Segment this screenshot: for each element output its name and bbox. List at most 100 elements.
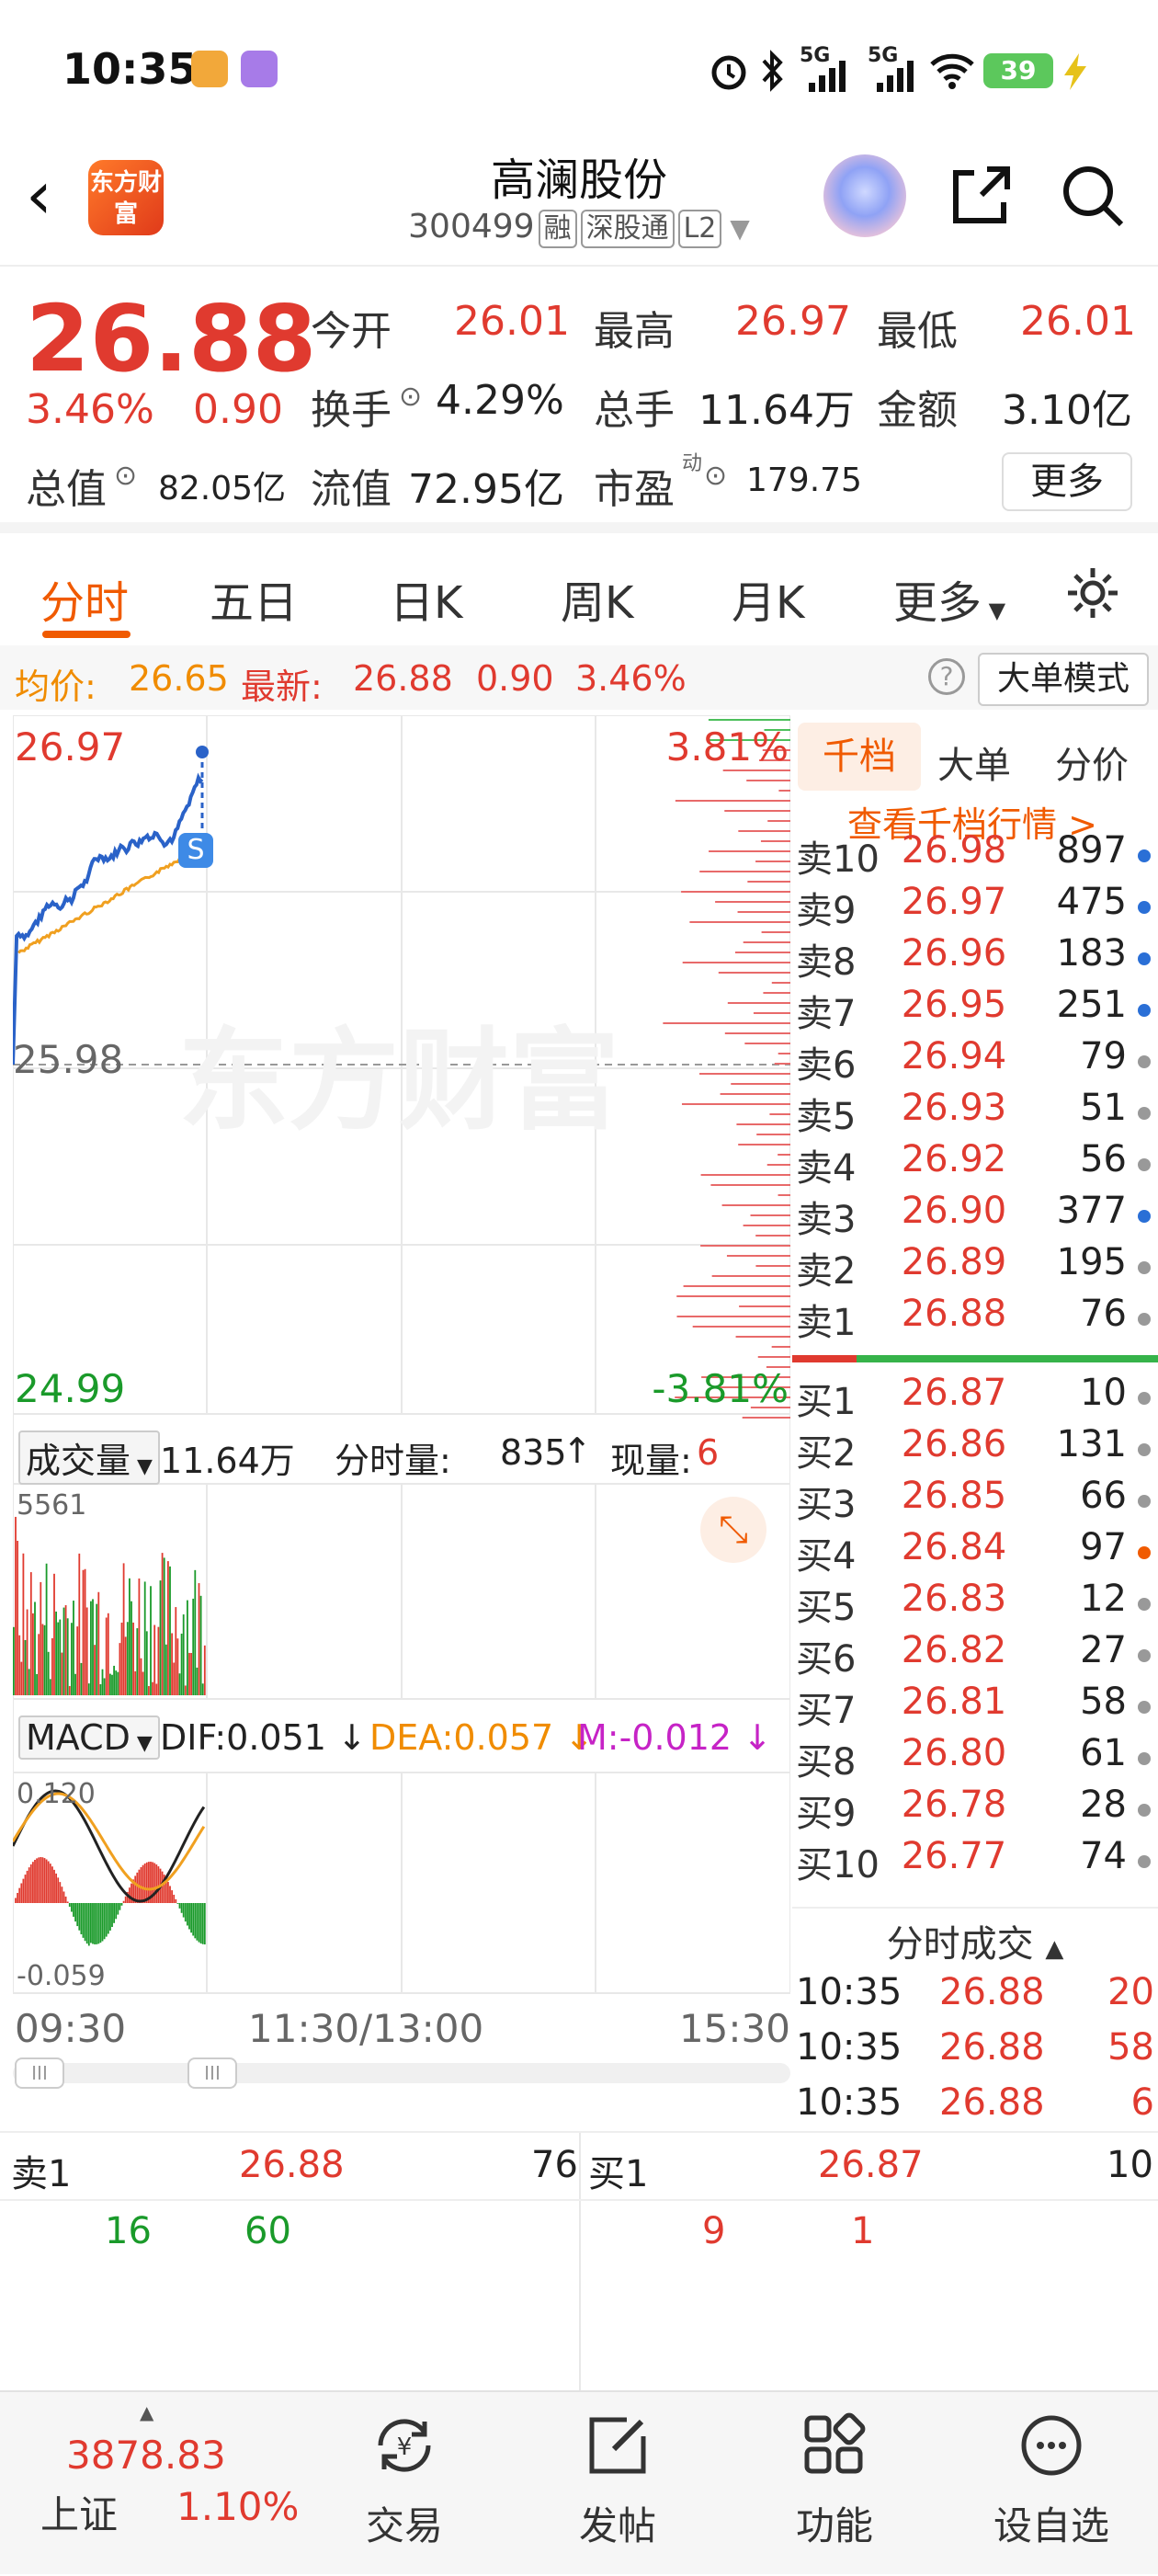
buy-volume: 27 [1080, 1629, 1127, 1671]
signal-icon: 5G [800, 44, 831, 67]
tab-thousand-level[interactable]: 千档 [798, 723, 921, 791]
buy-row[interactable]: 买2 26.86 131 [792, 1423, 1158, 1475]
level-buy1-volume: 10 [1107, 2144, 1153, 2186]
buy-row[interactable]: 买10 26.77 74 [792, 1835, 1158, 1886]
sell-row[interactable]: 卖9 26.97 475 [792, 881, 1158, 932]
tab-five-day[interactable]: 五日 [210, 577, 299, 629]
sell-row[interactable]: 卖8 26.96 183 [792, 932, 1158, 984]
stock-code-row[interactable]: 300499 融深股通 L2 ▼ [0, 208, 1158, 248]
expand-icon[interactable]: ⤡ [700, 1497, 766, 1563]
tab-daily-k[interactable]: 日K [390, 577, 463, 629]
buy-row[interactable]: 买6 26.82 27 [792, 1629, 1158, 1681]
intraday-chart[interactable]: S 东方财富 26.97 3.81% 25.98 24.99 -3.81% 成交… [11, 714, 791, 2103]
volume-selector[interactable]: 成交量 ▼ [18, 1430, 160, 1485]
volume-bar [140, 1658, 142, 1695]
info-icon[interactable]: ⊙ [114, 460, 138, 492]
sell-dot [1138, 1261, 1151, 1274]
macd-bar [163, 1875, 165, 1903]
depth-bar [755, 1235, 790, 1237]
time-scrollbar[interactable] [13, 2063, 790, 2083]
macd-bar [66, 1901, 69, 1903]
trade-price: 26.88 [939, 1971, 1045, 2013]
volume-bar [57, 1622, 60, 1695]
tag-l2: L2 [677, 210, 722, 248]
tab-monthly-k[interactable]: 月K [732, 577, 805, 629]
share-icon[interactable] [947, 160, 1016, 230]
volume-bar [126, 1622, 129, 1695]
depth-bar [755, 1265, 790, 1267]
sell-volume: 183 [1056, 932, 1127, 975]
nav-function[interactable]: 功能 [779, 2392, 890, 2576]
scroll-handle-right[interactable]: III [187, 2057, 237, 2089]
nav-trade[interactable]: ¥ 交易 [349, 2392, 460, 2576]
current-volume-value: 6 [697, 1432, 720, 1473]
level-buy-queue-1: 9 [702, 2210, 726, 2252]
sell-row[interactable]: 卖2 26.89 195 [792, 1241, 1158, 1293]
s-marker[interactable]: S [178, 833, 213, 868]
buy-row[interactable]: 买3 26.85 66 [792, 1475, 1158, 1526]
level-sell1-price: 26.88 [239, 2144, 345, 2186]
sell-row[interactable]: 卖7 26.95 251 [792, 984, 1158, 1035]
tab-more[interactable]: 更多 ▼ [893, 577, 1006, 629]
search-icon[interactable] [1057, 160, 1127, 230]
macd-bar [119, 1903, 121, 1910]
macd-bar [167, 1882, 169, 1903]
sell-row[interactable]: 卖5 26.93 51 [792, 1087, 1158, 1138]
macd-selector[interactable]: MACD ▼ [18, 1715, 160, 1760]
tab-price-distribution[interactable]: 分价 [1055, 745, 1129, 787]
big-order-mode-button[interactable]: 大单模式 [978, 653, 1149, 706]
macd-bar [109, 1903, 111, 1931]
buy-row[interactable]: 买8 26.80 61 [792, 1732, 1158, 1784]
volume-bar [68, 1685, 71, 1695]
nav-post-label: 发帖 [578, 2503, 656, 2548]
depth-bar [681, 1103, 790, 1105]
index-ticker[interactable]: ▲ 3878.83 上证 1.10% [0, 2392, 303, 2576]
macd-bar [101, 1903, 104, 1942]
depth-bar [724, 1032, 790, 1034]
assistant-robot-icon[interactable] [823, 154, 906, 237]
volume-bar [15, 1516, 17, 1695]
trades-header[interactable]: 分时成交 ▲ [886, 1923, 1064, 1966]
macd-top: 0.120 [17, 1778, 96, 1810]
volume-bar [122, 1563, 125, 1695]
sell-row[interactable]: 卖10 26.98 897 [792, 829, 1158, 881]
buy-volume: 10 [1080, 1372, 1127, 1414]
info-icon[interactable]: ⊙ [399, 381, 423, 413]
chevron-down-icon[interactable]: ▼ [721, 213, 750, 244]
sell-row[interactable]: 卖1 26.88 76 [792, 1293, 1158, 1344]
volume-value: 11.64万 [698, 387, 855, 434]
help-icon[interactable]: ? [928, 658, 965, 695]
trade-volume: 6 [1130, 2081, 1154, 2124]
more-quote-button[interactable]: 更多 [1002, 452, 1132, 511]
sell-row[interactable]: 卖6 26.94 79 [792, 1035, 1158, 1087]
sell-row[interactable]: 卖3 26.90 377 [792, 1190, 1158, 1241]
volume-bar [117, 1671, 119, 1695]
tab-big-order[interactable]: 大单 [937, 745, 1011, 787]
buy-dot [1138, 1804, 1151, 1817]
depth-bar [706, 739, 790, 741]
sell-row[interactable]: 卖4 26.92 56 [792, 1138, 1158, 1190]
macd-bar [20, 1883, 23, 1903]
gear-icon[interactable] [1064, 564, 1121, 621]
buy-volume: 131 [1056, 1423, 1127, 1465]
buy-row[interactable]: 买5 26.83 12 [792, 1578, 1158, 1629]
nav-post[interactable]: 发帖 [562, 2392, 673, 2576]
info-icon[interactable]: ⊙ [704, 460, 728, 492]
view-thousand-level-link[interactable]: 查看千档行情 > [847, 804, 1097, 845]
level-sell1-volume: 76 [531, 2144, 578, 2186]
back-button[interactable]: ‹ [26, 156, 52, 234]
buy-volume: 12 [1080, 1578, 1127, 1620]
scroll-handle-left[interactable]: III [15, 2057, 64, 2089]
depth-bar [676, 1316, 790, 1317]
nav-add-watchlist[interactable]: 设自选 [987, 2392, 1116, 2576]
sell-price: 26.94 [901, 1035, 1007, 1077]
macd-bar [124, 1896, 127, 1903]
tab-weekly-k[interactable]: 周K [561, 577, 634, 629]
tab-intraday[interactable]: 分时 [40, 577, 130, 629]
macd-bar [82, 1903, 85, 1938]
depth-bar [735, 1336, 790, 1338]
buy-row[interactable]: 买9 26.78 28 [792, 1784, 1158, 1835]
buy-row[interactable]: 买4 26.84 97 [792, 1526, 1158, 1578]
buy-row[interactable]: 买1 26.87 10 [792, 1372, 1158, 1423]
buy-row[interactable]: 买7 26.81 58 [792, 1681, 1158, 1732]
